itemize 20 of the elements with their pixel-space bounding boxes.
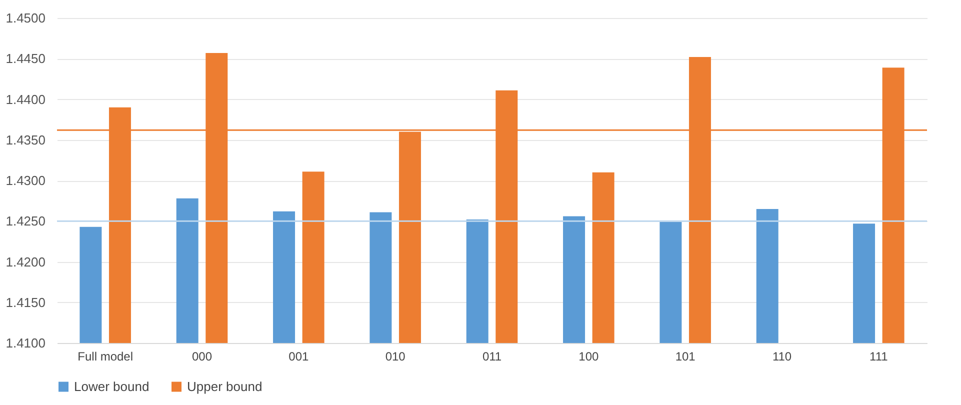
x-tick-label: 111	[870, 350, 888, 364]
legend-label: Upper bound	[187, 378, 262, 394]
y-tick-label: 1.4400	[6, 92, 46, 107]
y-tick-label: 1.4200	[6, 254, 46, 270]
y-tick-label: 1.4450	[6, 51, 46, 66]
x-tick-label: 110	[772, 350, 792, 364]
y-tick-label: 1.4300	[6, 173, 46, 188]
y-tick-label: 1.4250	[6, 214, 46, 229]
y-tick-label: 1.4500	[6, 10, 46, 26]
x-tick-label: 100	[578, 350, 599, 364]
y-tick-label: 1.4350	[6, 132, 46, 148]
x-tick-label: 001	[288, 350, 309, 364]
y-tick-label: 1.4150	[6, 294, 46, 310]
legend-label: Lower bound	[74, 378, 150, 394]
x-tick-label: Full model	[78, 350, 134, 364]
y-tick-label: 1.4100	[6, 336, 46, 350]
x-tick-label: 000	[192, 350, 212, 364]
x-tick-label: 101	[675, 350, 696, 364]
x-tick-label: 010	[385, 350, 406, 364]
x-tick-label: 011	[482, 350, 502, 364]
